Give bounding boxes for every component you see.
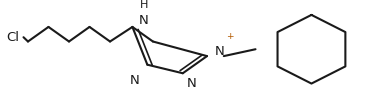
Text: N: N: [187, 77, 197, 90]
Text: H: H: [140, 0, 148, 10]
Text: N: N: [139, 14, 148, 27]
Text: Cl: Cl: [7, 31, 19, 44]
Text: N: N: [215, 45, 225, 58]
Text: +: +: [226, 32, 233, 41]
Text: N: N: [129, 74, 139, 87]
